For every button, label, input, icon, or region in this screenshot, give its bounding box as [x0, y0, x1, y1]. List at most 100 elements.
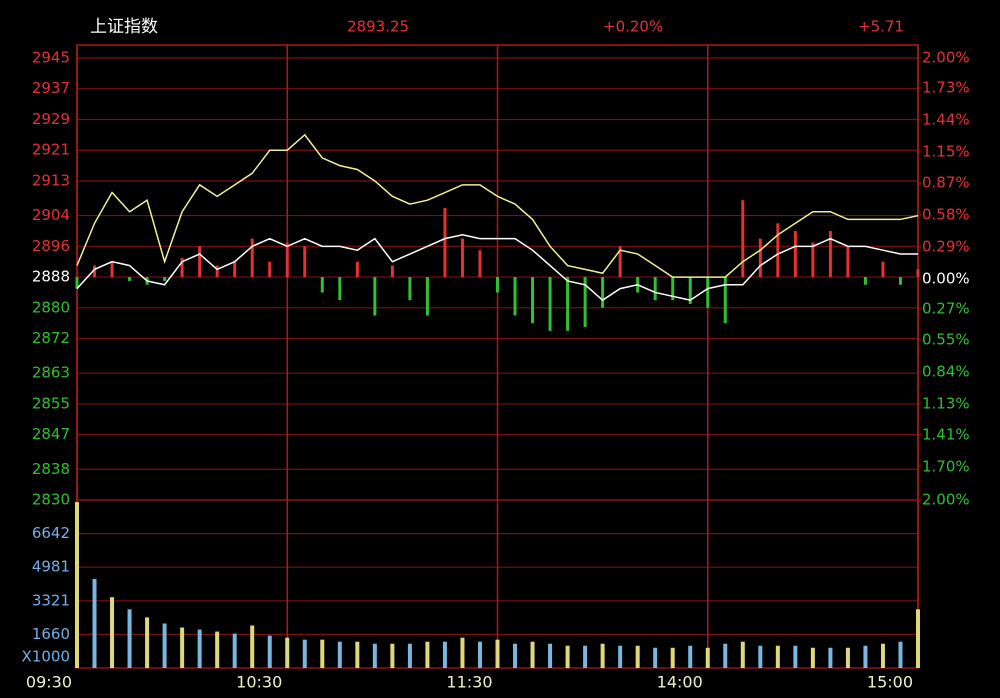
volume-bar [600, 643, 605, 668]
y-tick-label: 2855 [32, 394, 70, 412]
volume-bar [390, 643, 395, 668]
breadth-bar [548, 277, 552, 331]
x-tick-label: 10:30 [236, 673, 282, 692]
volume-bar [320, 639, 325, 668]
y-tick-label: 2945 [32, 49, 70, 67]
volume-bar [75, 502, 79, 668]
volume-bar [460, 637, 465, 668]
volume-bar [793, 645, 798, 668]
chart-title: 上证指数 [90, 17, 158, 37]
quote-price: 2893.25 [347, 18, 409, 36]
y2-tick-label: 0.87% [922, 173, 970, 191]
y2-tick-label: 0.29% [922, 237, 970, 255]
volume-bar [618, 645, 623, 668]
breadth-bar [688, 277, 692, 304]
volume-bar [477, 641, 482, 668]
breadth-bar [811, 242, 815, 278]
breadth-bar [601, 277, 605, 308]
y-tick-label: 2888 [32, 268, 70, 286]
breadth-bar [758, 238, 762, 278]
volume-bar [110, 597, 115, 668]
breadth-bar [741, 200, 745, 278]
volume-bar [407, 643, 412, 668]
volume-bar [723, 643, 728, 668]
volume-bar [530, 641, 535, 668]
y-tick-label: X1000 [22, 648, 70, 666]
breadth-bar [846, 246, 850, 278]
volume-bar [863, 645, 868, 668]
price-line [76, 133, 919, 278]
breadth-bar [618, 246, 622, 278]
x-tick-label: 15:00 [867, 673, 913, 692]
breadth-bar [496, 277, 499, 293]
breadth-bar [390, 265, 394, 278]
breadth-bar [163, 277, 167, 281]
volume-bar [688, 645, 693, 668]
volume-bar [442, 641, 447, 668]
y-tick-label: 2830 [32, 491, 70, 509]
y-tick-label: 2872 [32, 329, 70, 347]
volume-bar [372, 643, 377, 668]
volume-bar [810, 647, 815, 668]
volume-bar [740, 641, 745, 668]
volume-bar [635, 645, 640, 668]
y2-tick-label: 0.27% [922, 299, 970, 317]
y-tick-label: 2929 [32, 110, 70, 128]
quote-change-pct: +0.20% [603, 18, 663, 36]
volume-bar [653, 647, 658, 668]
breadth-bar [916, 269, 920, 278]
y-tick-label: 4981 [32, 558, 70, 576]
breadth-bar [408, 277, 412, 301]
volume-bar [916, 609, 920, 668]
volume-bar [828, 647, 833, 668]
y2-tick-label: 0.00% [922, 270, 970, 288]
breadth-bar [93, 265, 97, 278]
volume-bar [197, 629, 202, 668]
y-tick-label: 1660 [32, 625, 70, 643]
x-tick-label: 11:30 [446, 673, 492, 692]
breadth-bar [863, 277, 867, 285]
breadth-bar [706, 277, 710, 308]
volume-bar [250, 625, 255, 668]
volume-bar [302, 639, 307, 668]
volume-bar [92, 578, 97, 668]
volume-bar [162, 623, 167, 668]
breadth-bar [723, 277, 727, 324]
y-tick-label: 2838 [32, 460, 70, 478]
breadth-bar [898, 277, 902, 285]
breadth-bar [513, 277, 517, 316]
breadth-bar [285, 242, 289, 278]
breadth-bar [583, 277, 587, 328]
y2-tick-label: 2.00% [922, 49, 970, 67]
breadth-bar [531, 277, 535, 324]
y-tick-label: 2913 [32, 171, 70, 189]
breadth-bar [828, 230, 832, 278]
breadth-bar [793, 230, 797, 278]
y-tick-label: 3321 [32, 591, 70, 609]
volume-bar [180, 627, 185, 668]
breadth-bar [128, 277, 132, 281]
volume-bar [285, 637, 290, 668]
breadth-bar [180, 257, 184, 278]
breadth-bar [320, 277, 324, 293]
breadth-bar [443, 207, 447, 278]
volume-bar [880, 643, 885, 668]
y2-tick-label: 1.41% [922, 425, 970, 443]
volume-bar [355, 641, 360, 668]
x-tick-label: 09:30 [26, 673, 72, 692]
volume-bar [513, 643, 518, 668]
volume-bar [267, 635, 272, 668]
volume-bar [670, 647, 675, 668]
volume-bar [127, 609, 132, 668]
y2-tick-label: 0.58% [922, 205, 970, 223]
volume-bar [548, 643, 553, 668]
y-tick-label: 2880 [32, 298, 70, 316]
volume-bar [845, 647, 850, 668]
y-tick-label: 2921 [32, 141, 70, 159]
y-tick-label: 2896 [32, 237, 70, 255]
breadth-bar [671, 277, 675, 301]
y2-tick-label: 1.13% [922, 394, 970, 412]
y2-tick-label: 0.84% [922, 362, 970, 380]
